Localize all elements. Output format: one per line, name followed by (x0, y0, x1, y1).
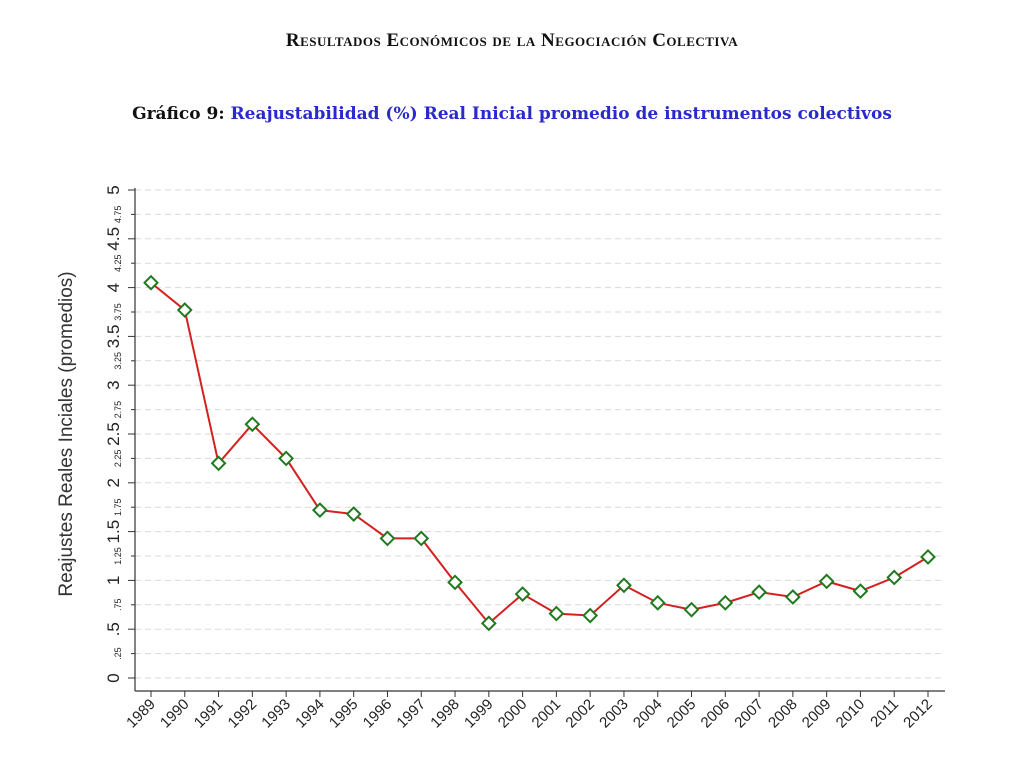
y-tick-minor-label: .75 (113, 599, 123, 612)
x-tick-label: 2008 (765, 696, 801, 732)
y-tick-label: 3.5 (104, 325, 123, 349)
data-point-1995 (345, 506, 362, 522)
x-tick-label: 2003 (596, 696, 632, 732)
x-tick-label: 2006 (698, 696, 734, 732)
y-tick-minor-label: 1.75 (113, 498, 123, 516)
x-tick-label: 1993 (258, 696, 294, 732)
data-point-1991 (210, 455, 227, 472)
x-tick-label: 2001 (529, 696, 565, 732)
y-tick-minor-label: .25 (113, 647, 123, 660)
data-point-2005 (683, 601, 700, 618)
data-point-2007 (751, 584, 768, 601)
y-tick-minor-label: 1.25 (113, 547, 123, 565)
y-tick-label: 1.5 (104, 520, 123, 544)
x-tick-label: 2005 (664, 696, 700, 732)
y-tick-label: 5 (104, 185, 123, 194)
series-line (150, 281, 929, 625)
data-point-1998 (447, 574, 463, 591)
y-tick-label: .5 (104, 622, 123, 636)
x-tick-label: 1998 (427, 696, 463, 732)
y-tick-label: 2 (104, 478, 123, 487)
y-axis-title: Reajustes Reales Inciales (promedios) (56, 271, 77, 596)
x-tick-label: 1995 (326, 696, 362, 732)
data-point-1992 (244, 416, 261, 433)
document-header: Resultados Económicos de la Negociación … (285, 30, 739, 51)
data-point-2003 (616, 577, 632, 594)
data-point-2000 (514, 586, 531, 602)
data-point-1990 (176, 302, 193, 318)
x-tick-label: 1997 (393, 696, 429, 732)
data-point-2001 (548, 605, 565, 622)
x-tick-label: 2010 (833, 696, 869, 732)
data-point-2012 (920, 549, 936, 565)
y-tick-label: 3 (104, 380, 123, 389)
y-tick-minor-label: 2.25 (113, 450, 123, 468)
x-tick-label: 2011 (867, 696, 902, 731)
x-tick-label: 1989 (123, 696, 159, 732)
y-tick-label: 2.5 (104, 422, 123, 446)
data-point-1999 (480, 615, 497, 632)
y-tick-label: 1 (104, 576, 123, 585)
y-tick-label: 4 (104, 283, 123, 292)
data-point-2009 (818, 573, 835, 590)
y-tick-label: 4.5 (104, 227, 123, 251)
data-point-1997 (413, 530, 430, 547)
x-tick-label: 1990 (157, 696, 193, 732)
x-tick-label: 1996 (360, 696, 396, 732)
chart-title: Reajustabilidad (%) Real Inicial promedi… (230, 104, 892, 124)
data-point-2011 (886, 569, 903, 586)
data-point-2002 (582, 607, 599, 624)
data-point-1989 (143, 274, 159, 291)
x-tick-label: 1992 (225, 696, 261, 732)
x-tick-label: 2007 (731, 696, 767, 732)
data-point-2010 (852, 583, 869, 600)
x-tick-label: 1999 (461, 696, 497, 732)
data-point-1996 (379, 530, 396, 547)
x-tick-label: 2012 (900, 696, 936, 732)
data-point-2008 (784, 589, 801, 605)
data-series (143, 274, 936, 632)
y-tick-minor-label: 4.75 (113, 206, 123, 224)
x-tick-label: 2002 (562, 696, 598, 732)
data-point-1993 (278, 450, 295, 467)
data-point-2006 (717, 594, 734, 611)
y-tick-label: 0 (104, 673, 123, 682)
x-tick-label: 1994 (292, 696, 328, 732)
y-tick-minor-label: 2.75 (113, 401, 123, 419)
x-tick-label: 2009 (799, 696, 835, 732)
y-tick-minor-label: 3.75 (113, 303, 123, 321)
y-tick-minor-label: 4.25 (113, 254, 123, 272)
figure-number: Gráfico 9: (132, 104, 225, 124)
data-point-2004 (649, 594, 666, 611)
y-tick-minor-label: 3.25 (113, 352, 123, 370)
figure-caption: Gráfico 9: Reajustabilidad (%) Real Inic… (0, 104, 1024, 124)
x-tick-label: 2000 (495, 696, 531, 732)
x-tick-label: 2004 (630, 696, 666, 732)
x-tick-label: 1991 (191, 696, 227, 732)
data-point-1994 (311, 502, 328, 519)
